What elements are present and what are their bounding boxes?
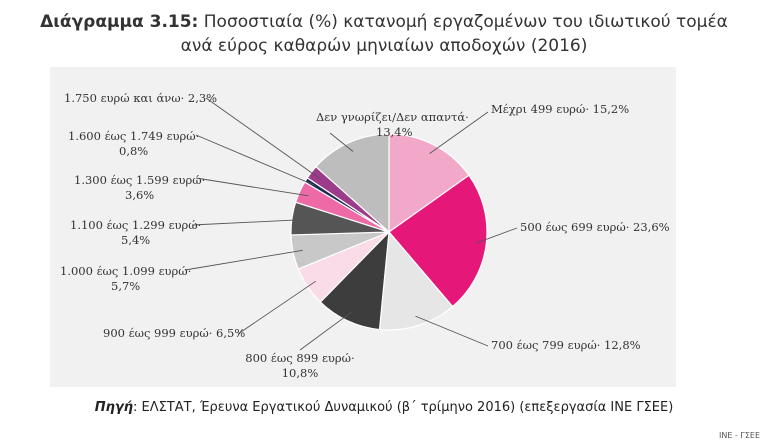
slice-label-3: 700 έως 799 ευρώ· 12,8% — [491, 338, 641, 352]
slice-label-8: 1.300 έως 1.599 ευρώ· 3,6% — [74, 173, 205, 202]
slice-label-7: 1.100 έως 1.299 ευρώ· 5,4% — [70, 218, 201, 247]
slice-label-2: 500 έως 699 ευρώ· 23,6% — [520, 220, 670, 234]
pie-slice-4 — [319, 230, 390, 331]
chart-title: Διάγραμμα 3.15: Ποσοστιαία (%) κατανομή … — [0, 10, 768, 58]
leader-line-11 — [329, 132, 354, 152]
leader-line-9 — [195, 134, 315, 186]
slice-label-1: Μέχρι 499 ευρώ· 15,2% — [491, 102, 629, 116]
leader-line-6 — [184, 249, 303, 271]
leader-line-10 — [205, 97, 320, 179]
source-note: Πηγή: ΕΛΣΤΑΤ, Έρευνα Εργατικού Δυναμικού… — [0, 400, 768, 415]
leader-line-4 — [299, 311, 352, 351]
pie-slice-11 — [315, 133, 390, 234]
figure-number: Διάγραμμα 3.15: — [40, 12, 199, 32]
pie-slice-2 — [388, 174, 488, 308]
source-text: : ΕΛΣΤΑΤ, Έρευνα Εργατικού Δυναμικού (β΄… — [132, 400, 674, 415]
leader-line-7 — [191, 219, 302, 226]
leader-line-3 — [415, 315, 489, 347]
watermark: ΙΝΕ - ΓΣΕΕ — [719, 431, 760, 440]
leader-line-8 — [195, 177, 309, 197]
source-key: Πηγή — [94, 400, 133, 415]
leader-line-5 — [237, 280, 317, 335]
slice-label-6: 1.000 έως 1.099 ευρώ· 5,7% — [60, 264, 191, 293]
pie-slice-1 — [388, 133, 470, 234]
slice-label-10: 1.750 ευρώ και άνω· 2,3% — [64, 91, 217, 105]
slice-label-9: 1.600 έως 1.749 ευρώ· 0,8% — [68, 129, 199, 158]
leader-line-1 — [429, 111, 489, 155]
title-line-2: ανά εύρος καθαρών μηνιαίων αποδοχών (201… — [180, 36, 588, 56]
leader-line-2 — [476, 227, 518, 244]
slice-label-5: 900 έως 999 ευρώ· 6,5% — [103, 326, 245, 340]
slice-label-11: Δεν γνωρίζει/Δεν απαντά· 13,4% — [316, 110, 469, 139]
pie-slice-3 — [378, 230, 454, 331]
title-line-1: Διάγραμμα 3.15: Ποσοστιαία (%) κατανομή … — [0, 10, 768, 34]
slice-label-4: 800 έως 899 ευρώ· 10,8% — [245, 351, 354, 380]
title-text-1: Ποσοστιαία (%) κατανομή εργαζομένων του … — [203, 12, 728, 32]
